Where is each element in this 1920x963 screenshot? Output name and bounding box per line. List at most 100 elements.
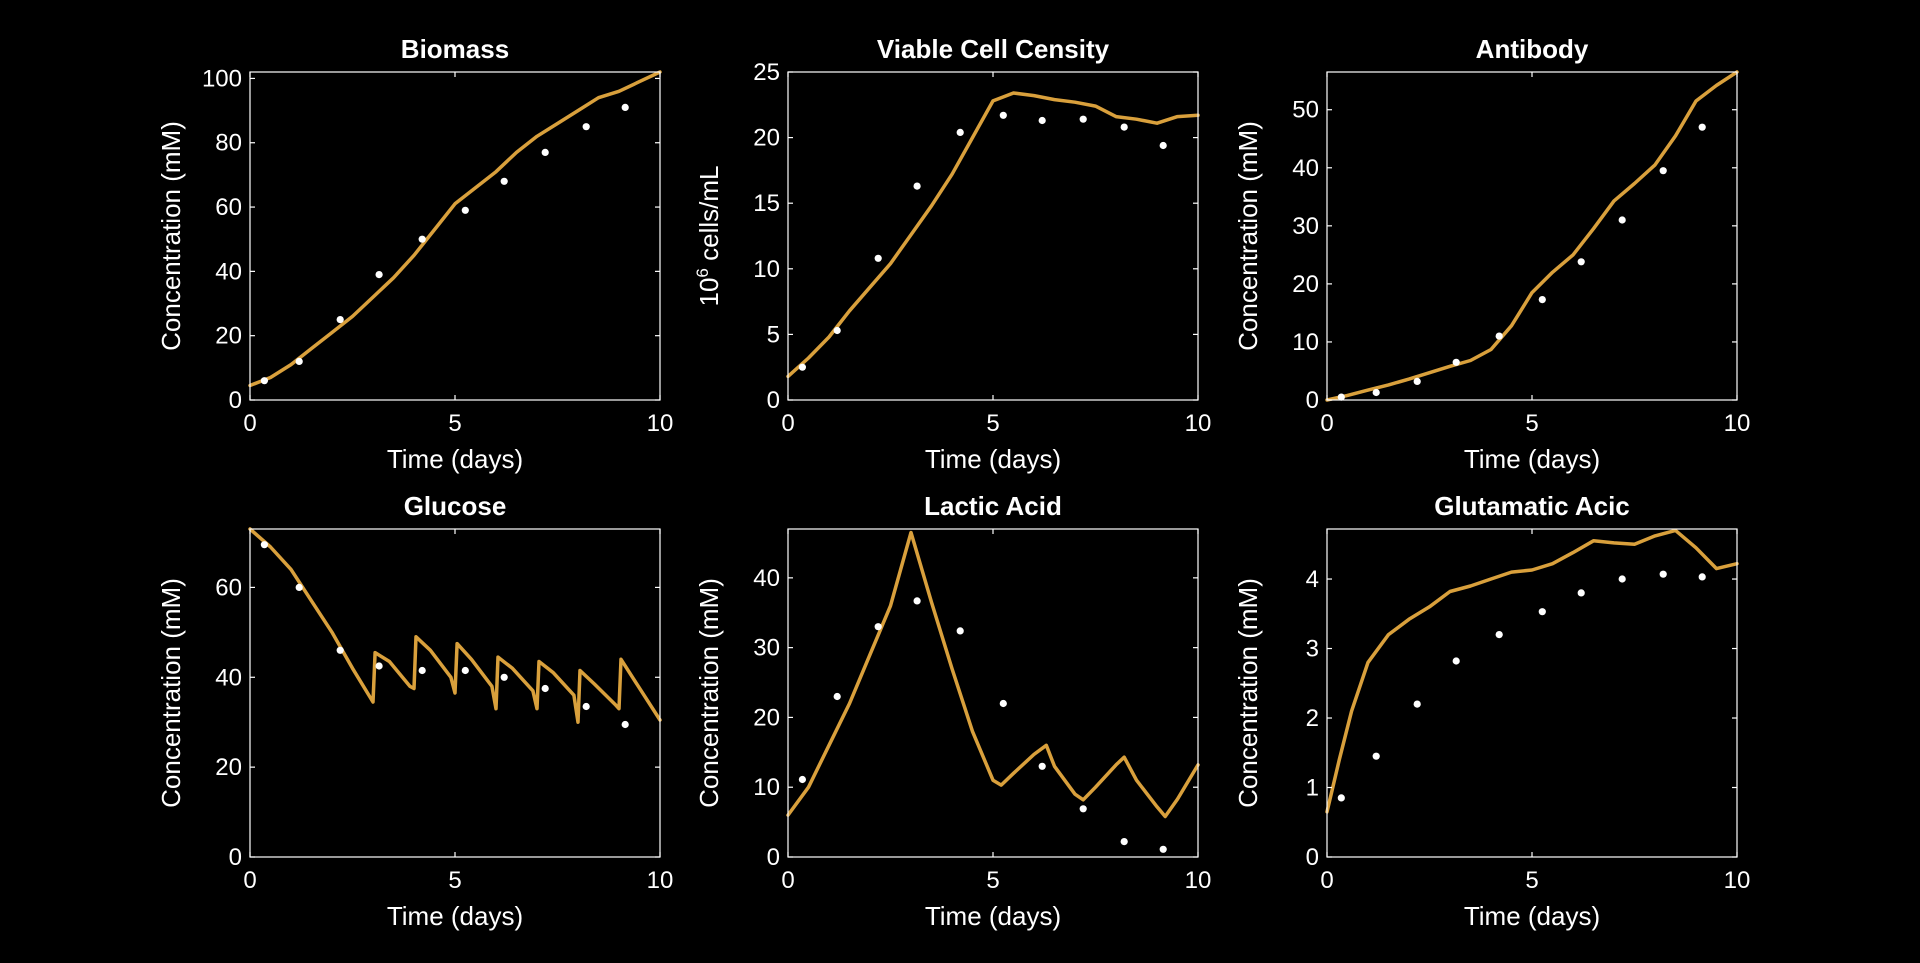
data-point — [621, 720, 629, 729]
data-point — [1698, 573, 1706, 581]
data-point — [621, 103, 629, 111]
data-point — [1452, 358, 1460, 366]
y-tick-label: 0 — [1306, 387, 1319, 414]
y-tick-label: 0 — [767, 844, 780, 871]
chart-title: Viable Cell Censity — [877, 34, 1110, 64]
x-tick-label: 5 — [1525, 410, 1538, 437]
chart-title: Lactic Acid — [924, 491, 1062, 521]
y-axis-label-base: 10 — [694, 278, 724, 307]
data-point — [1079, 805, 1087, 813]
data-point — [1038, 116, 1046, 125]
data-point — [1495, 631, 1503, 639]
y-tick-label: 100 — [202, 65, 242, 92]
chart-title: Glutamatic Acic — [1434, 491, 1630, 521]
model-line — [1325, 70, 1739, 402]
model-line — [1325, 528, 1739, 814]
data-point — [260, 377, 268, 385]
x-tick-label: 10 — [1724, 867, 1751, 894]
x-tick-label: 10 — [1724, 410, 1751, 437]
x-tick-label: 0 — [781, 867, 794, 894]
y-tick-label: 20 — [215, 754, 242, 781]
data-point — [375, 662, 383, 670]
x-tick-label: 0 — [781, 410, 794, 437]
y-tick-label: 30 — [1292, 213, 1319, 240]
data-point — [375, 271, 383, 279]
y-tick-label: 0 — [1306, 844, 1319, 871]
data-point — [582, 702, 590, 711]
chart-title: Antibody — [1476, 34, 1589, 64]
y-tick-label: 5 — [767, 321, 780, 348]
data-point — [1618, 216, 1626, 224]
model-line — [248, 70, 662, 388]
subplot-3: Antibody 0 5 10 0 10 20 30 40 50 Time (days) Concen… — [1233, 34, 1750, 474]
data-point — [1372, 388, 1380, 397]
data-point — [1659, 167, 1667, 175]
data-point — [260, 541, 268, 549]
x-tick-label: 5 — [986, 410, 999, 437]
y-tick-label: 2 — [1306, 705, 1319, 732]
data-point — [418, 235, 426, 243]
data-point — [913, 182, 921, 190]
y-tick-label: 3 — [1306, 636, 1319, 663]
data-point — [541, 684, 549, 693]
x-tick-label: 0 — [243, 410, 256, 437]
y-axis-label: Concentration (mM) — [694, 578, 724, 808]
x-tick-label: 0 — [1320, 867, 1333, 894]
x-tick-label: 10 — [647, 410, 674, 437]
data-point — [798, 363, 807, 371]
subplot-5: Lactic Acid 0 5 10 0 10 20 30 40 Time (days) Conce… — [694, 491, 1211, 931]
y-tick-label: 20 — [1292, 271, 1319, 298]
y-tick-label: 1 — [1306, 775, 1319, 802]
data-point — [418, 666, 426, 675]
y-tick-label: 20 — [753, 704, 780, 731]
data-point — [1577, 258, 1585, 266]
data-point — [1659, 570, 1667, 578]
y-tick-label: 30 — [753, 635, 780, 662]
data-point — [1495, 332, 1503, 340]
y-tick-label: 60 — [215, 194, 242, 221]
y-tick-label: 40 — [215, 664, 242, 691]
data-point — [1618, 575, 1626, 583]
data-point — [336, 646, 344, 654]
data-point — [1413, 377, 1421, 385]
data-point — [1577, 589, 1585, 597]
data-point — [1452, 657, 1460, 665]
data-point — [999, 699, 1007, 708]
y-tick-label: 0 — [767, 387, 780, 414]
subplot-2: Viable Cell Censity 0 5 10 0 5 10 15 20 25 Time (d… — [693, 34, 1211, 474]
y-tick-label: 10 — [753, 774, 780, 801]
y-tick-label: 10 — [753, 256, 780, 283]
chart-title: Glucose — [404, 491, 507, 521]
data-point — [1159, 141, 1167, 150]
y-tick-label: 0 — [229, 387, 242, 414]
data-point — [1698, 123, 1706, 131]
data-point — [913, 597, 921, 605]
y-tick-label: 40 — [215, 258, 242, 285]
data-point — [461, 206, 469, 214]
x-tick-label: 10 — [1185, 867, 1212, 894]
y-tick-label: 10 — [1292, 329, 1319, 356]
x-tick-label: 5 — [448, 410, 461, 437]
y-tick-label: 25 — [753, 59, 780, 86]
y-axis-label: Concentration (mM) — [1233, 578, 1263, 808]
y-tick-label: 20 — [753, 125, 780, 152]
data-point — [295, 583, 303, 592]
y-axis-label: 106 cells/mL — [693, 166, 724, 307]
model-line — [786, 530, 1200, 819]
subplot-6: Glutamatic Acic 0 5 10 0 1 2 3 4 Time (days) Conce… — [1233, 491, 1750, 931]
x-tick-label: 10 — [1185, 410, 1212, 437]
y-tick-label: 15 — [753, 190, 780, 217]
x-tick-label: 0 — [243, 867, 256, 894]
data-point — [874, 254, 882, 262]
subplot-4: Glucose 0 5 10 0 20 40 60 Time (days) Concentrati… — [156, 491, 673, 931]
model-line — [248, 527, 662, 724]
data-point — [1337, 393, 1345, 401]
y-tick-label: 20 — [215, 323, 242, 350]
y-tick-label: 40 — [1292, 155, 1319, 182]
data-point — [1538, 608, 1546, 616]
y-tick-label: 4 — [1306, 566, 1319, 593]
data-point — [1120, 838, 1128, 846]
data-point — [1538, 296, 1546, 304]
